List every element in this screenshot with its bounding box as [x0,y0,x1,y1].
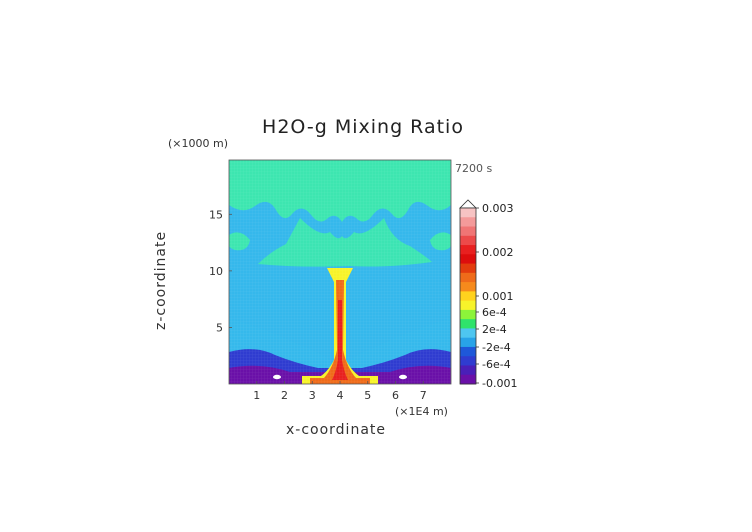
colorbar-swatch [460,300,476,311]
colorbar-swatch [460,282,476,292]
colorbar-swatch [460,337,476,348]
x-tick-label: 7 [420,389,427,402]
x-tick-label: 5 [364,389,371,402]
x-axis-unit: (×1E4 m) [395,405,448,418]
colorbar: 0.003 0.002 0.001 6e-4 2e-4 -2e-4 -6e-4 -0.001 [459,199,517,390]
colorbar-overflow-arrow [459,199,477,209]
x-tick-label: 6 [392,389,399,402]
y-tick-label: 15 [209,208,223,221]
y-axis-unit: (×1000 m) [168,137,229,150]
y-tick-label: 10 [209,265,223,278]
x-tick-label: 4 [337,389,344,402]
colorbar-label: 0.002 [482,246,514,259]
x-axis-label: x-coordinate [286,422,387,438]
colorbar-swatch [460,245,476,255]
colorbar-label: -0.001 [482,377,517,390]
chart-title: H2O-g Mixing Ratio [262,116,464,138]
grid-mesh [229,160,451,384]
colorbar-swatch [460,254,476,264]
colorbar-swatch [460,374,476,385]
colorbar-swatch [460,235,476,246]
x-tick-label: 3 [309,389,316,402]
colorbar-label: 6e-4 [482,306,507,319]
colorbar-swatch [460,356,476,366]
colorbar-swatch [460,226,476,237]
colorbar-swatch [460,346,476,357]
colorbar-swatch [460,272,476,283]
colorbar-label: 0.001 [482,290,514,303]
colorbar-label: 0.003 [482,202,514,215]
colorbar-label: 2e-4 [482,323,507,336]
colorbar-swatch [460,319,476,329]
colorbar-label: -2e-4 [482,341,511,354]
y-tick-label: 5 [216,321,223,334]
colorbar-swatch [460,217,476,227]
x-tick-label: 1 [253,389,260,402]
x-axis: 1 2 3 4 5 6 7 [253,381,427,402]
mixing-ratio-field [229,160,451,384]
colorbar-swatch [460,309,476,320]
colorbar-swatch [460,291,476,302]
colorbar-swatch [460,208,476,218]
colorbar-label: -6e-4 [482,358,511,371]
x-tick-label: 2 [281,389,288,402]
colorbar-swatch [460,263,476,274]
colorbar-swatch [460,365,476,376]
y-axis: 5 10 15 [209,208,232,334]
colorbar-swatch [460,328,476,339]
time-label: 7200 s [455,162,493,175]
